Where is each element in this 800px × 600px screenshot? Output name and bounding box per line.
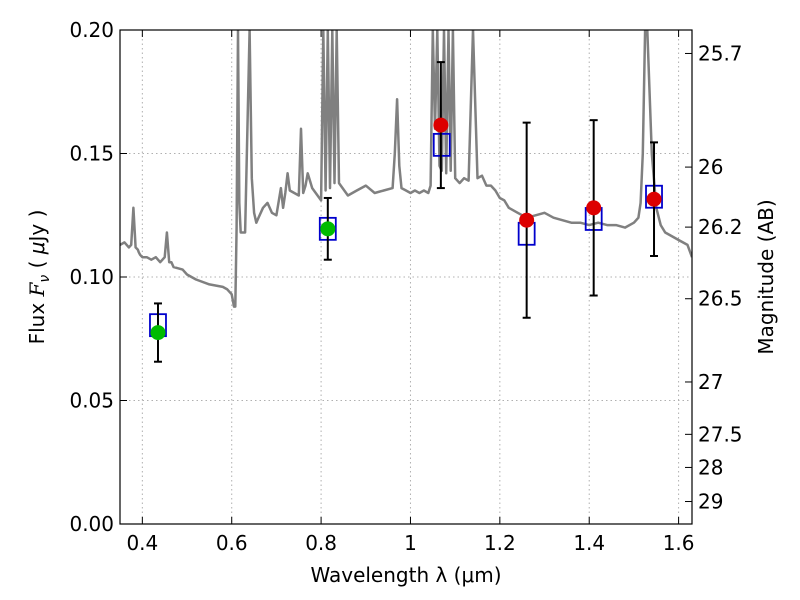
y-tick-label: 0.10 [69, 265, 114, 289]
x-axis-ticks: 0.4 0.6 0.8 1 1.2 1.4 1.6 [126, 30, 695, 555]
magnitude-tick-label: 26.2 [698, 215, 743, 239]
observed-point [320, 221, 336, 237]
y-axis-label-unit: Jy ) [25, 210, 49, 244]
model-points [149, 132, 663, 338]
y-tick-label: 0.05 [69, 389, 114, 413]
grid-lines [120, 29, 692, 525]
x-tick-label: 0.8 [305, 531, 337, 555]
observed-point [586, 200, 602, 216]
magnitude-tick-label: 26.5 [698, 287, 743, 311]
magnitude-tick-label: 25.7 [698, 41, 743, 65]
x-tick-label: 0.6 [216, 531, 248, 555]
observed-point [433, 117, 449, 133]
x-tick-label: 1.2 [484, 531, 516, 555]
y-tick-label: 0.15 [69, 142, 114, 166]
magnitude-tick-label: 27 [698, 370, 723, 394]
magnitude-tick-label: 26 [698, 155, 723, 179]
y-axis-label-nu: ν [37, 275, 53, 283]
y-tick-label: 0.00 [69, 512, 114, 536]
observed-points [150, 117, 662, 341]
y-axis-label-mu: μ [25, 241, 49, 255]
model-spectrum-line [120, 30, 692, 308]
magnitude-tick-label: 28 [698, 455, 723, 479]
y-axis-ticks: 0.00 0.05 0.10 0.15 0.20 [69, 18, 127, 536]
x-tick-label: 1 [404, 531, 417, 555]
x-tick-label: 1.4 [573, 531, 605, 555]
observed-point [519, 212, 535, 228]
y-tick-label: 0.20 [69, 18, 114, 42]
x-tick-label: 0.4 [126, 531, 158, 555]
y-axis-label: Flux Fν ( μJy ) [25, 210, 53, 345]
x-axis-label: Wavelength λ (μm) [310, 563, 501, 587]
observed-point [150, 325, 166, 341]
magnitude-axis-label: Magnitude (AB) [754, 199, 778, 354]
error-bars [153, 61, 659, 363]
y-axis-label-flux: Flux [25, 296, 49, 344]
magnitude-tick-label: 27.5 [698, 422, 743, 446]
observed-point [646, 191, 662, 207]
y-axis-label-open: ( [25, 254, 49, 275]
magnitude-tick-label: 29 [698, 490, 723, 514]
magnitude-axis-ticks: 25.7 26 26.2 26.5 27 27.5 28 29 [685, 41, 743, 514]
y-axis-label-f: F [25, 281, 49, 297]
x-tick-label: 1.6 [663, 531, 695, 555]
